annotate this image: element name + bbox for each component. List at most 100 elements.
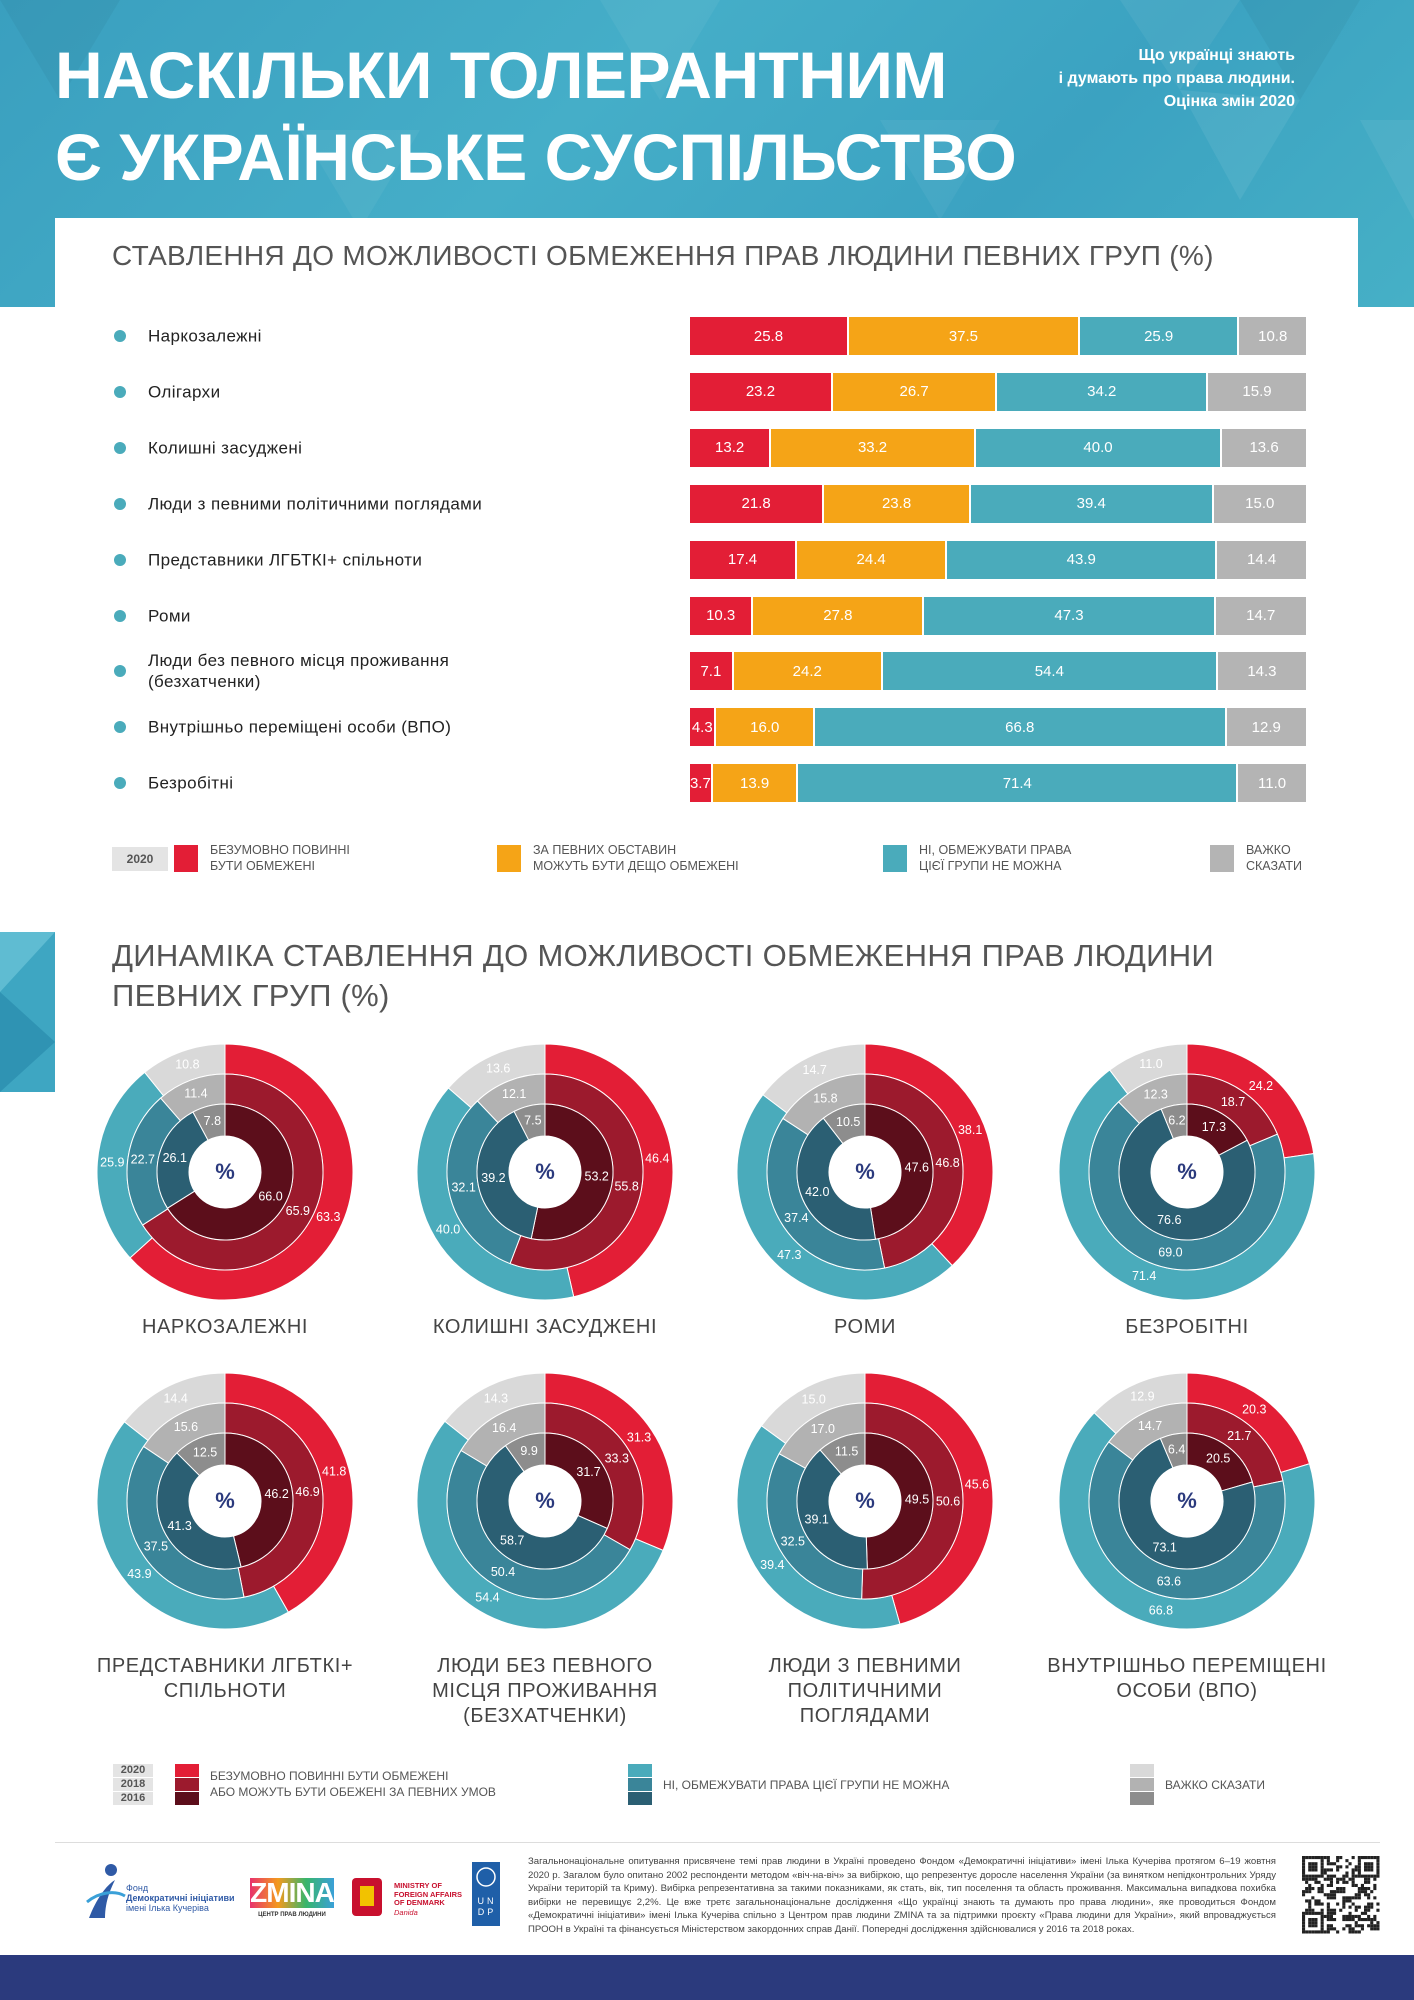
bar-segment: 14.3: [1217, 652, 1306, 691]
qr-cell: [1348, 1899, 1352, 1903]
qr-cell: [1373, 1856, 1377, 1860]
qr-cell: [1348, 1930, 1352, 1934]
qr-cell: [1314, 1880, 1318, 1884]
qr-cell: [1367, 1887, 1371, 1891]
qr-cell: [1360, 1927, 1364, 1931]
category-label: Роми: [148, 606, 191, 625]
qr-cell: [1364, 1887, 1368, 1891]
qr-cell: [1305, 1911, 1309, 1915]
qr-cell: [1351, 1914, 1355, 1918]
legend-swatch: [175, 1764, 199, 1777]
qr-cell: [1317, 1911, 1321, 1915]
qr-cell: [1311, 1856, 1315, 1860]
qr-cell: [1345, 1880, 1349, 1884]
qr-cell: [1351, 1880, 1355, 1884]
qr-cell: [1370, 1874, 1374, 1878]
qr-cell: [1367, 1914, 1371, 1918]
legend-swatch: [1210, 845, 1234, 872]
bar-segment: 13.2: [690, 428, 772, 467]
value-label: 10.3: [706, 607, 736, 624]
qr-cell: [1302, 1856, 1306, 1860]
qr-cell: [1308, 1877, 1312, 1881]
qr-cell: [1314, 1924, 1318, 1928]
qr-cell: [1357, 1905, 1361, 1909]
qr-cell: [1342, 1890, 1346, 1894]
legend-label: ВАЖКО СКАЗАТИ: [1246, 843, 1303, 873]
bar-row: Безробітні 3.7 13.9 71.4 11.0: [112, 764, 1306, 803]
qr-cell: [1367, 1868, 1371, 1872]
value-label: 13.6: [1249, 439, 1279, 457]
qr-cell: [1345, 1924, 1349, 1928]
qr-cell: [1326, 1874, 1330, 1878]
qr-cell: [1342, 1914, 1346, 1918]
qr-cell: [1339, 1877, 1343, 1881]
bar-segment: 23.2: [690, 372, 833, 411]
qr-cell: [1370, 1905, 1374, 1909]
qr-cell: [1302, 1890, 1306, 1894]
donut-title: КОЛИШНІ ЗАСУДЖЕНІ: [432, 1316, 658, 1338]
qr-cell: [1308, 1899, 1312, 1903]
qr-cell: [1320, 1930, 1324, 1934]
category-label: Внутрішньо переміщені особи (ВПО): [148, 717, 452, 737]
qr-cell: [1354, 1905, 1358, 1909]
bar-segment: 39.4: [970, 484, 1214, 523]
legend-label: БЕЗУМОВНО ПОВИННІ БУТИ ОБМЕЖЕНІ: [210, 843, 350, 873]
bar-segment: 40.0: [975, 428, 1223, 467]
qr-cell: [1357, 1924, 1361, 1928]
qr-cell: [1314, 1868, 1318, 1872]
qr-cell: [1308, 1874, 1312, 1878]
bar-segment: 3.7: [690, 764, 713, 803]
qr-cell: [1320, 1868, 1324, 1872]
qr-cell: [1360, 1887, 1364, 1891]
bar-segment: 15.9: [1208, 372, 1306, 411]
value-label: 34.2: [1087, 383, 1117, 401]
qr-cell: [1302, 1930, 1306, 1934]
qr-cell: [1345, 1918, 1349, 1922]
qr-cell: [1326, 1914, 1330, 1918]
qr-cell: [1320, 1859, 1324, 1863]
qr-cell: [1354, 1930, 1358, 1934]
qr-cell: [1376, 1871, 1380, 1875]
qr-cell: [1367, 1905, 1371, 1909]
qr-cell: [1302, 1877, 1306, 1881]
qr-cell: [1354, 1924, 1358, 1928]
qr-cell: [1351, 1868, 1355, 1872]
qr-cell: [1314, 1874, 1318, 1878]
qr-cell: [1308, 1862, 1312, 1866]
legend-year: 2018: [113, 1778, 153, 1791]
legend-swatch: [175, 1792, 199, 1805]
qr-cell: [1360, 1883, 1364, 1887]
bar-segment: 21.8: [690, 484, 825, 523]
qr-cell: [1351, 1896, 1355, 1900]
bar-segment: 66.8: [815, 708, 1227, 747]
qr-cell: [1333, 1874, 1337, 1878]
qr-cell: [1336, 1877, 1340, 1881]
qr-cell: [1326, 1893, 1330, 1897]
qr-cell: [1320, 1911, 1324, 1915]
qr-cell: [1364, 1865, 1368, 1869]
qr-cell: [1357, 1871, 1361, 1875]
qr-cell: [1314, 1911, 1318, 1915]
value-label: 14.7: [1246, 607, 1276, 624]
qr-cell: [1373, 1914, 1377, 1918]
bar-row: Внутрішньо переміщені особи (ВПО) 4.3 16.0…: [112, 708, 1306, 747]
bullet: [114, 553, 126, 566]
qr-cell: [1367, 1893, 1371, 1897]
qr-cell: [1367, 1856, 1371, 1860]
qr-cell: [1326, 1862, 1330, 1866]
qr-cell: [1367, 1902, 1371, 1906]
legend-swatch: [1130, 1792, 1154, 1805]
qr-cell: [1317, 1880, 1321, 1884]
qr-cell: [1302, 1927, 1306, 1931]
qr-cell: [1370, 1918, 1374, 1922]
qr-cell: [1351, 1877, 1355, 1881]
value-label: 40.0: [1083, 439, 1113, 457]
qr-cell: [1302, 1865, 1306, 1869]
value-label: 25.9: [1144, 327, 1174, 345]
category-label: Колишні засуджені: [148, 438, 303, 458]
qr-cell: [1333, 1918, 1337, 1922]
qr-cell: [1302, 1921, 1306, 1925]
qr-cell: [1364, 1908, 1368, 1912]
bar-track: 4.3 16.0 66.8 12.9: [690, 708, 1306, 747]
bar-segment: 11.0: [1238, 764, 1306, 803]
